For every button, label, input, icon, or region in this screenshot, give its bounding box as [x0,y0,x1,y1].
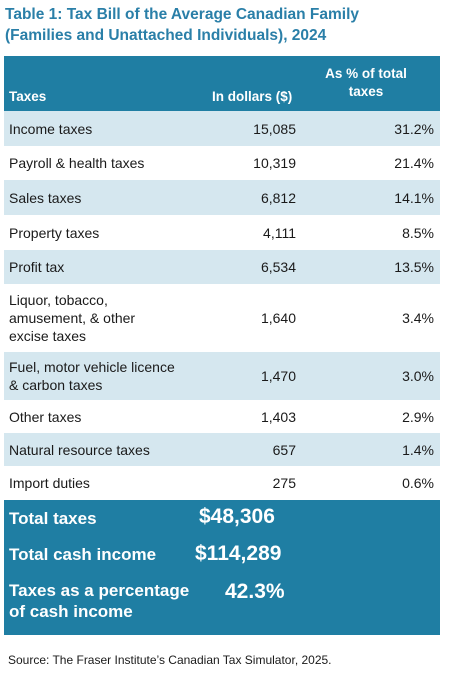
header-pct: As % of total taxes [292,65,440,101]
header-taxes: Taxes [9,89,47,104]
source-note: Source: The Fraser Institute’s Canadian … [8,653,332,667]
row-pct: 13.5% [394,259,434,275]
header-pct-line-1: As % of total [325,66,407,81]
tax-table: Taxes In dollars ($) As % of total taxes… [4,56,440,635]
row-dollars: 6,534 [260,259,296,275]
row-pct: 8.5% [402,224,434,241]
row-label: Profit tax [9,259,65,275]
row-label: Sales taxes [9,189,82,206]
pct-label-line-1: Taxes as a percentage [9,581,190,600]
row-pct: 3.4% [402,310,434,326]
table-row: Sales taxes 6,812 14.1% [4,180,440,215]
cash-income-label: Total cash income [9,545,157,564]
header-pct-line-2: taxes [348,84,384,99]
row-dollars: 4,111 [263,224,296,241]
header-dollars: In dollars ($) [212,89,293,104]
table-title: Table 1: Tax Bill of the Average Canadia… [5,4,445,46]
row-dollars: 6,812 [260,189,296,206]
row-label-line: Liquor, tobacco, [9,292,108,308]
row-pct: 3.0% [402,368,434,384]
row-label: Import duties [9,475,90,491]
table-row: Other taxes 1,403 2.9% [4,400,440,433]
row-dollars: 1,403 [260,408,296,425]
table-row: Property taxes 4,111 8.5% [4,215,440,250]
row-label: Other taxes [9,408,82,425]
row-dollars: 657 [272,441,296,458]
row-pct: 2.9% [402,408,434,425]
table-row: Income taxes 15,085 31.2% [4,111,440,146]
row-label-line: Fuel, motor vehicle licence [9,359,175,375]
table-row: Payroll & health taxes 10,319 21.4% [4,146,440,180]
row-pct: 31.2% [394,120,434,137]
row-pct: 1.4% [402,441,434,458]
row-label: Fuel, motor vehicle licence & carbon tax… [4,358,189,394]
pct-of-income-value: 42.3% [225,580,285,603]
row-label: Income taxes [9,120,93,137]
row-label: Liquor, tobacco, amusement, & other exci… [4,291,189,345]
row-label: Payroll & health taxes [9,155,145,171]
row-dollars: 1,470 [260,368,296,384]
row-label-line: excise taxes [9,328,87,344]
cash-income-value: $114,289 [195,542,282,565]
row-pct: 14.1% [394,189,434,206]
pct-label-line-2: of cash income [9,602,133,621]
table-row: Import duties 275 0.6% [4,466,440,500]
total-taxes-label: Total taxes [9,509,97,528]
total-taxes-value: $48,306 [199,505,275,528]
title-line-2: (Families and Unattached Individuals), 2… [5,27,327,44]
pct-of-income-label: Taxes as a percentage of cash income [9,580,189,622]
row-dollars: 10,319 [253,155,296,171]
row-pct: 0.6% [402,475,434,491]
table-row: Profit tax 6,534 13.5% [4,250,440,284]
row-dollars: 15,085 [253,120,296,137]
title-line-1: Table 1: Tax Bill of the Average Canadia… [5,6,360,23]
row-label-line: amusement, & other [9,310,136,326]
row-label: Property taxes [9,224,100,241]
row-dollars: 275 [272,475,296,491]
totals-panel: Total taxes $48,306 Total cash income $1… [4,500,440,635]
row-label-line: & carbon taxes [9,377,103,393]
table-row: Liquor, tobacco, amusement, & other exci… [4,284,440,352]
table-row: Natural resource taxes 657 1.4% [4,433,440,466]
row-pct: 21.4% [394,155,434,171]
table-header: Taxes In dollars ($) As % of total taxes [4,56,440,111]
row-label: Natural resource taxes [9,441,150,458]
table-row: Fuel, motor vehicle licence & carbon tax… [4,352,440,400]
row-dollars: 1,640 [260,310,296,326]
